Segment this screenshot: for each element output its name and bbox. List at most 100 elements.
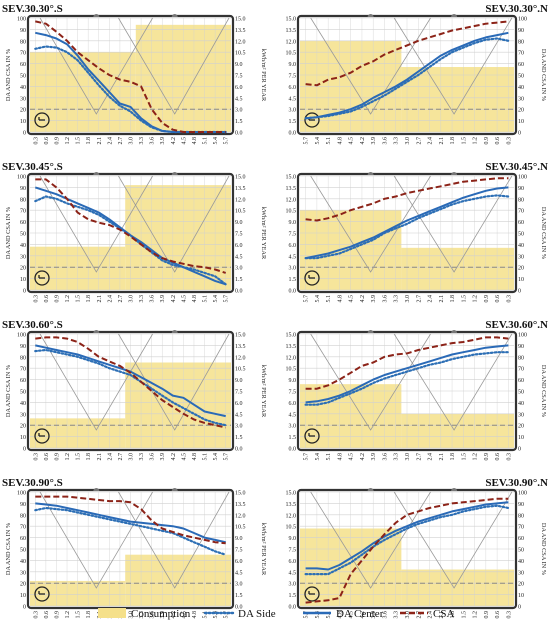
y2-tick-label: 3.0 — [289, 424, 297, 430]
x-tick-label: 5.1 — [326, 611, 332, 619]
y2-tick-label: 7.5 — [235, 74, 243, 80]
x-tick-label: 0.9 — [54, 453, 60, 461]
x-tick-label: 0.3 — [506, 137, 512, 145]
y-tick-label: 20 — [20, 266, 26, 272]
y2-tick-label: 6.0 — [235, 85, 243, 91]
skylight-marker — [367, 14, 374, 17]
series-line-csa — [35, 20, 226, 133]
y2-tick-label: 6.0 — [235, 401, 243, 407]
skylight-marker — [171, 488, 178, 491]
y-tick-label: 0 — [23, 605, 26, 611]
panel-frame — [26, 330, 235, 452]
x-tick-label: 0.6 — [495, 137, 501, 145]
x-tick-label: 3.9 — [371, 137, 377, 145]
x-tick-label: 0.6 — [44, 453, 50, 461]
y2-tick-label: 1.5 — [235, 435, 243, 441]
x-tick-label: 3.0 — [405, 137, 411, 145]
x-tick-label: 4.5 — [349, 453, 355, 461]
y-tick-label: 100 — [17, 175, 26, 181]
section-triangle — [393, 17, 513, 115]
section-triangle — [118, 175, 230, 273]
chart-title: SEV.30.60°.S — [2, 319, 63, 331]
x-tick-label: 3.3 — [394, 137, 400, 145]
x-tick-label: 0.3 — [33, 137, 39, 145]
series-line-da-side — [304, 37, 510, 120]
y-tick-label: 60 — [518, 536, 524, 542]
y-tick-label: 90 — [518, 344, 524, 350]
legend-label-da_side: DA Side — [238, 608, 276, 620]
y-tick-label: 40 — [20, 85, 26, 91]
x-tick-label: 5.4 — [315, 295, 321, 303]
y-tick-label: 40 — [518, 401, 524, 407]
y-tick-label: 90 — [518, 502, 524, 508]
y-tick-label: 80 — [20, 513, 26, 519]
y-tick-label: 50 — [518, 74, 524, 80]
compass-icon — [34, 270, 50, 286]
section-triangle — [118, 17, 230, 115]
y-tick-label: 20 — [518, 108, 524, 114]
x-tick-label: 0.3 — [506, 453, 512, 461]
y2-tick-label: 0.0 — [235, 447, 243, 453]
y2-tick-label: 6.0 — [235, 559, 243, 565]
x-tick-label: 0.3 — [506, 295, 512, 303]
y-tick-label: 0 — [23, 289, 26, 295]
y2-tick-label: 6.0 — [289, 85, 297, 91]
x-tick-label: 3.3 — [394, 295, 400, 303]
x-tick-label: 5.4 — [213, 295, 219, 303]
series-line-da-center — [305, 31, 509, 120]
x-tick-label: 3.9 — [371, 611, 377, 619]
x-tick-label: 3.6 — [382, 137, 388, 145]
y2-tick-label: 9.0 — [235, 220, 243, 226]
y2-axis-title: kWh/m² PER YEAR — [260, 207, 267, 260]
chart-title: SEV.30.45°.N — [485, 161, 548, 173]
x-tick-label: 4.8 — [337, 137, 343, 145]
y2-tick-label: 15.0 — [235, 491, 246, 497]
y-axis-title: DA AND CSA IN % — [540, 49, 547, 102]
y2-tick-label: 12.0 — [286, 39, 297, 45]
x-tick-label: 1.2 — [473, 295, 479, 303]
y-tick-label: 20 — [518, 424, 524, 430]
series-line-da-center — [35, 502, 226, 544]
y2-tick-label: 15.0 — [286, 491, 297, 497]
x-tick-label: 5.1 — [203, 611, 209, 619]
y-tick-label: 70 — [20, 367, 26, 373]
panel-frame — [296, 488, 518, 610]
legend-label-da_center: DA Center — [336, 608, 384, 620]
y-tick-label: 40 — [518, 85, 524, 91]
y-tick-label: 10 — [20, 593, 26, 599]
x-tick-label: 2.1 — [97, 295, 103, 303]
y-tick-label: 30 — [20, 254, 26, 260]
x-tick-label: 5.7 — [224, 137, 230, 145]
x-tick-label: 1.5 — [461, 137, 467, 145]
y2-tick-label: 10.5 — [235, 525, 246, 531]
series-line-csa — [35, 495, 226, 545]
chart-title: SEV.30.60°.N — [485, 319, 548, 331]
y2-tick-label: 10.5 — [235, 209, 246, 215]
y2-tick-label: 0.0 — [235, 131, 243, 137]
x-tick-label: 5.1 — [326, 137, 332, 145]
legend-label-consumption: Consumption — [131, 608, 191, 620]
skylight-marker — [93, 172, 100, 175]
chart-title: SEV.30.30°.N — [485, 3, 548, 15]
x-tick-label: 0.9 — [54, 611, 60, 619]
y-tick-label: 10 — [20, 435, 26, 441]
x-tick-label: 2.1 — [439, 453, 445, 461]
chart-panel-1: SEV.30.30°.N 0 10 20 30 40 50 60 70 80 90 100 0.0 1.5… — [286, 3, 549, 145]
compass-icon — [304, 428, 320, 444]
x-tick-label: 3.3 — [139, 611, 145, 619]
y2-tick-label: 0.0 — [235, 289, 243, 295]
consumption-bar — [401, 247, 514, 290]
x-tick-label: 2.1 — [439, 611, 445, 619]
section-triangle — [39, 175, 153, 273]
x-tick-label: 0.6 — [44, 295, 50, 303]
section-triangle — [118, 333, 230, 431]
x-tick-label: 4.2 — [171, 611, 177, 619]
series-line-da-side — [34, 506, 227, 556]
y2-tick-label: 15.0 — [235, 333, 246, 339]
y2-tick-label: 13.5 — [286, 502, 297, 508]
section-triangle — [118, 491, 230, 589]
x-tick-label: 0.9 — [54, 137, 60, 145]
x-tick-label: 2.7 — [118, 137, 124, 145]
y-axis-title: DA AND CSA IN % — [540, 207, 547, 260]
skylight-marker — [171, 172, 178, 175]
